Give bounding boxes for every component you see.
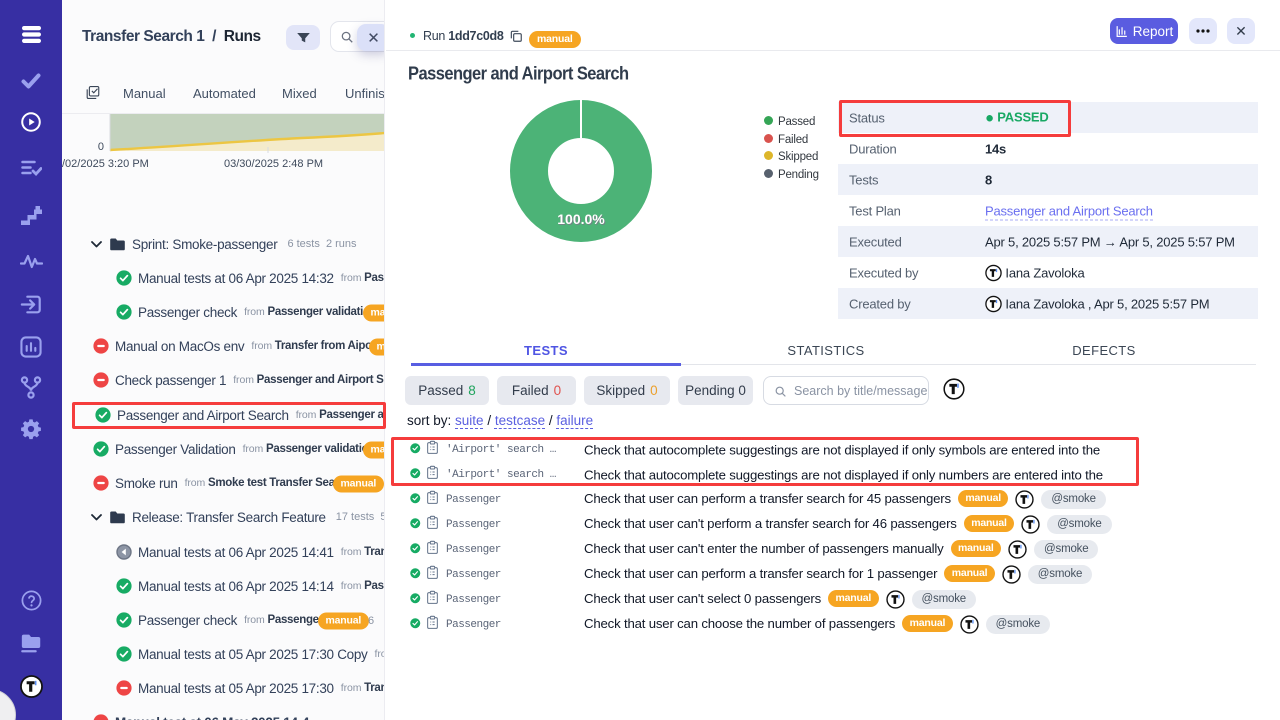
svg-text:100.0%: 100.0% <box>558 212 606 228</box>
svg-text:0: 0 <box>98 141 104 153</box>
svg-text:100.0%: 100.0% <box>557 211 605 227</box>
